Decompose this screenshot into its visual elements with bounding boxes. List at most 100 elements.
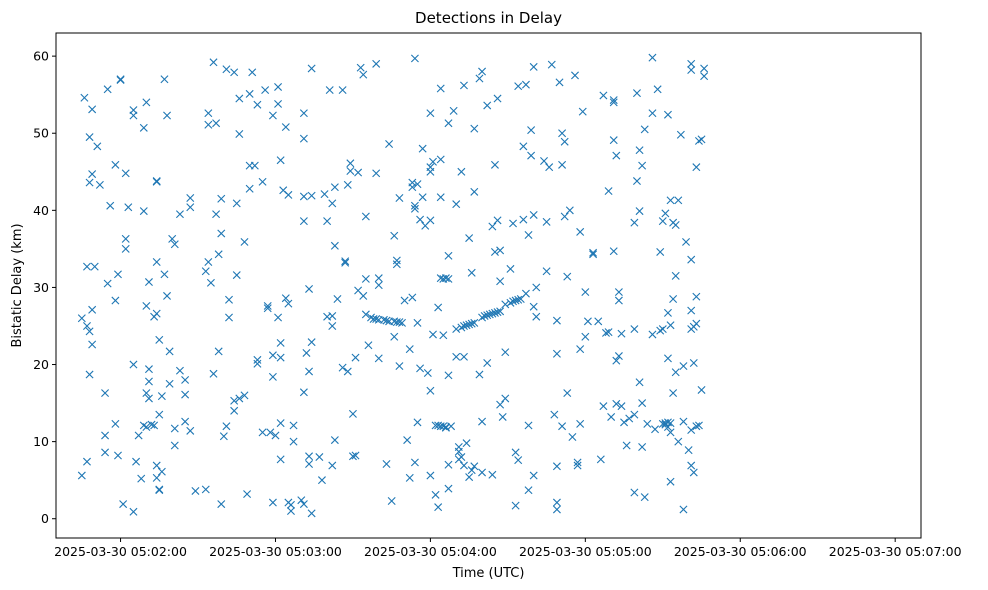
data-point-marker [307,338,316,347]
data-point-marker [392,260,401,269]
data-point-marker [568,433,577,441]
data-point-marker [144,365,153,374]
data-point-marker [235,130,244,138]
data-point-marker [444,251,453,260]
data-point-marker [390,231,399,240]
data-point-marker [635,207,644,216]
data-point-marker [90,262,99,271]
data-point-marker [511,296,520,305]
data-point-marker [299,192,308,201]
data-point-marker [632,89,641,98]
data-point-marker [341,257,350,266]
data-point-marker [129,360,138,369]
data-point-marker [142,389,151,398]
data-point-marker [532,312,541,321]
data-point-marker [542,217,551,226]
data-point-marker [609,136,618,145]
data-point-marker [488,222,497,231]
data-point-marker [666,428,675,437]
data-point-marker [88,170,97,179]
data-point-marker [589,248,598,257]
data-point-marker [687,255,696,264]
data-point-marker [441,423,450,432]
data-point-marker [428,157,437,166]
data-point-marker [268,351,277,360]
data-point-marker [297,496,306,505]
data-point-marker [632,177,641,186]
data-point-marker [428,330,437,339]
data-point-marker [697,385,706,394]
data-point-marker [372,169,381,178]
data-point-marker [527,151,536,160]
data-point-marker [139,207,148,216]
data-point-marker [261,86,270,95]
data-point-marker [488,309,497,318]
data-point-marker [132,457,141,466]
data-point-marker [351,451,360,460]
data-point-marker [692,163,701,172]
data-point-marker [426,386,435,395]
data-point-marker [281,294,290,303]
data-point-marker [490,247,499,256]
data-point-marker [274,313,283,322]
data-point-marker [374,274,383,283]
data-point-marker [348,452,357,461]
data-point-marker [165,347,174,356]
data-point-marker [181,417,190,426]
data-point-marker [552,316,561,325]
data-point-marker [663,308,672,317]
data-point-marker [170,240,179,249]
data-point-marker [408,178,417,187]
data-point-marker [635,146,644,155]
data-point-marker [82,262,91,271]
data-point-marker [181,390,190,399]
data-point-marker [519,215,528,224]
data-point-marker [524,421,533,430]
data-point-marker [552,505,561,514]
data-point-marker [204,109,213,118]
data-point-marker [444,460,453,469]
data-point-marker [511,448,520,457]
data-point-marker [589,250,598,259]
data-point-marker [147,420,156,429]
data-point-marker [640,125,649,134]
data-point-marker [540,156,549,165]
data-point-marker [447,422,456,431]
data-point-marker [152,257,161,266]
x-axis: 2025-03-30 05:02:00 2025-03-30 05:03:00 20… [54,538,962,559]
data-point-marker [490,308,499,317]
data-point-marker [529,210,538,219]
data-point-marker [225,313,233,322]
data-point-marker [361,274,370,283]
data-point-marker [387,497,396,505]
data-point-marker [137,474,146,483]
data-point-marker [307,509,316,518]
data-point-marker [604,328,613,337]
data-point-marker [328,461,337,470]
data-point-marker [459,352,468,361]
data-point-marker [524,486,533,495]
data-point-marker [426,109,435,118]
data-point-marker [219,432,228,441]
data-point-marker [150,421,159,430]
data-point-marker [692,319,701,328]
data-point-marker [666,419,675,428]
data-point-marker [356,63,365,72]
data-point-marker [694,421,703,430]
data-point-marker [452,352,461,361]
data-point-marker [403,436,412,445]
data-point-marker [111,419,120,428]
data-point-marker [317,476,326,485]
data-point-marker [175,210,184,219]
data-point-marker [222,422,231,431]
data-point-marker [82,457,91,466]
data-point-marker [663,354,672,363]
data-point-marker [274,99,283,108]
data-point-marker [217,229,226,238]
data-point-marker [697,135,706,144]
data-point-marker [302,348,311,357]
data-point-marker [85,370,94,379]
data-point-marker [217,500,226,509]
data-point-marker [170,424,179,433]
